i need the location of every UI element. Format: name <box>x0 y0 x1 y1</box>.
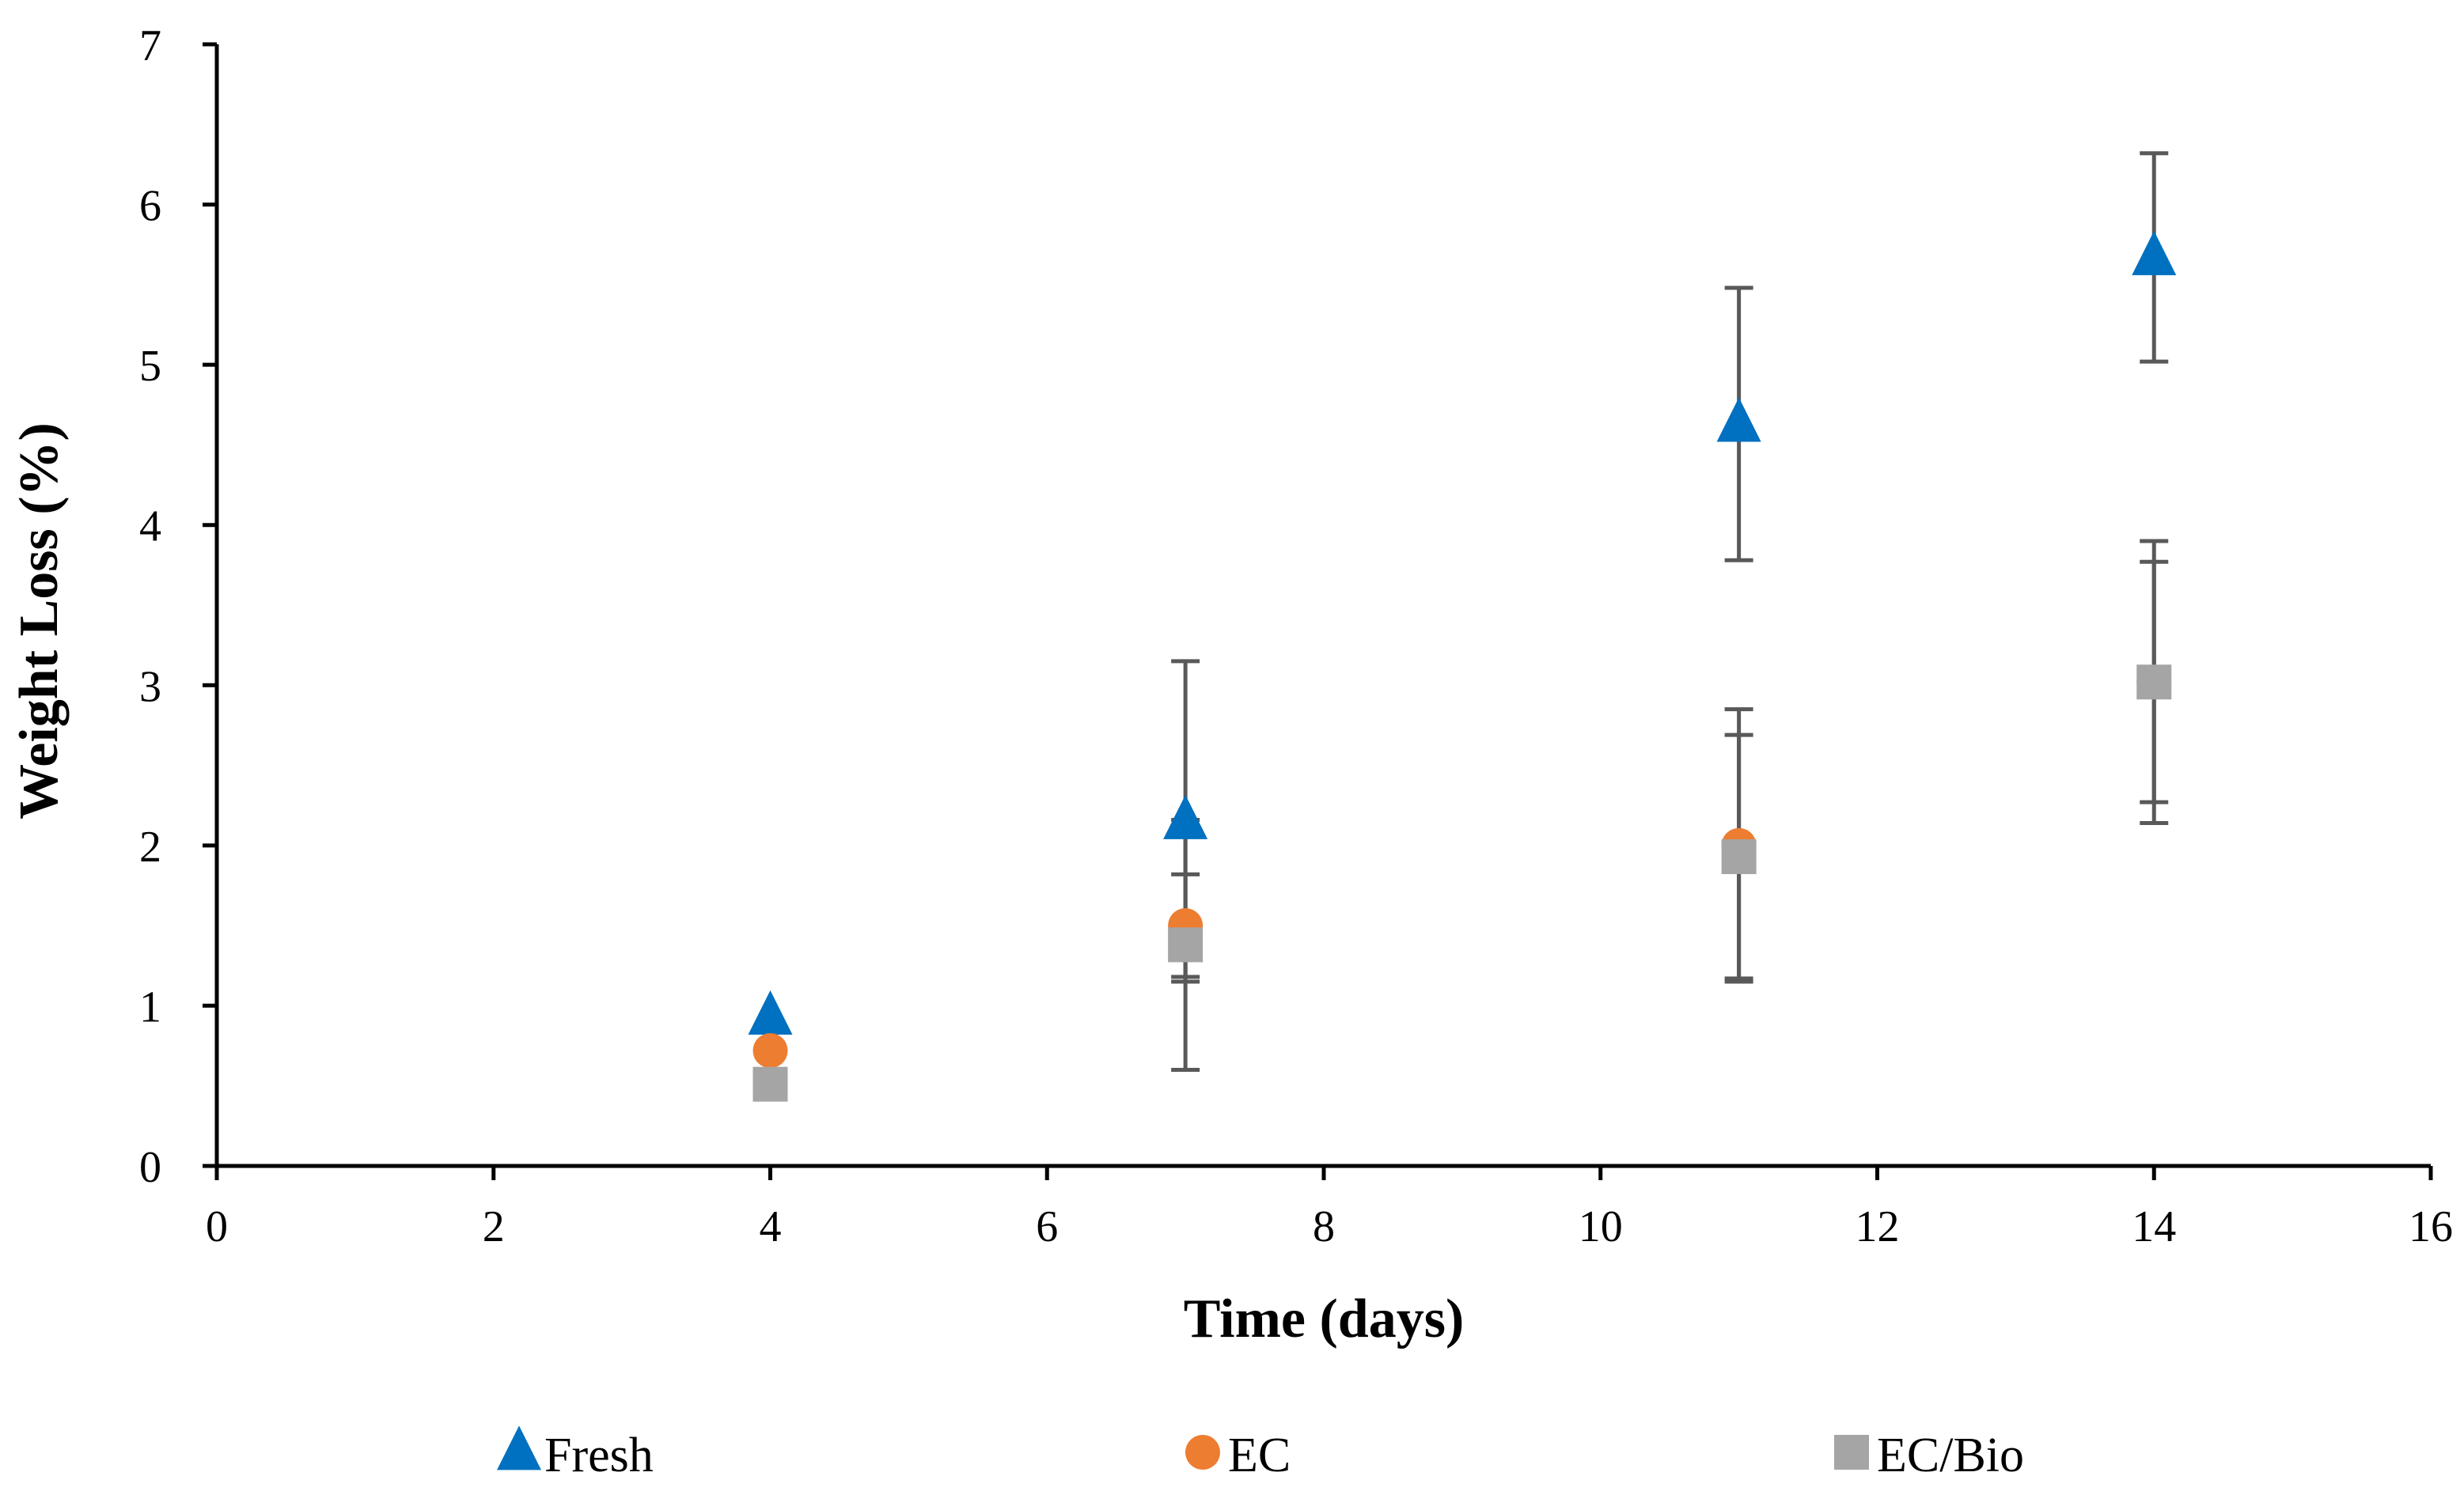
y-axis-title: Weight Loss (%) <box>9 422 70 819</box>
x-tick-label: 6 <box>1036 1202 1058 1251</box>
x-axis-title: Time (days) <box>1184 1289 1465 1349</box>
axes <box>203 42 2433 1180</box>
x-tick-label: 10 <box>1579 1202 1623 1251</box>
data-markers <box>748 230 2177 1102</box>
y-tick-label: 3 <box>139 662 161 711</box>
ec-bio-data-point <box>1721 839 1757 875</box>
fresh-data-point <box>748 990 793 1035</box>
fresh-data-point <box>1716 397 1761 442</box>
y-tick-label: 0 <box>139 1143 161 1192</box>
ec-bio-data-point <box>752 1066 788 1102</box>
ec-bio-data-point <box>1168 927 1204 963</box>
legend-fresh-marker <box>497 1425 541 1470</box>
y-tick-label: 1 <box>139 982 161 1031</box>
x-tick-label: 0 <box>206 1202 228 1251</box>
legend-ec-marker <box>1185 1435 1220 1470</box>
x-tick-label: 4 <box>760 1202 782 1251</box>
x-tick-label: 8 <box>1313 1202 1335 1251</box>
x-tick-label: 2 <box>483 1202 505 1251</box>
y-tick-label: 4 <box>139 502 161 551</box>
y-tick-label: 2 <box>139 823 161 872</box>
fresh-data-point <box>1163 794 1208 839</box>
ec-data-point <box>752 1033 788 1069</box>
legend-ec-bio-label: EC/Bio <box>1877 1429 2024 1482</box>
x-tick-label: 16 <box>2409 1202 2453 1251</box>
legend-fresh-label: Fresh <box>544 1429 654 1482</box>
y-tick-label: 5 <box>139 342 161 391</box>
legend: Fresh EC EC/Bio <box>497 1425 2024 1482</box>
ec-bio-data-point <box>2136 664 2172 700</box>
y-tick-label: 7 <box>139 21 161 70</box>
error-bars <box>1171 151 2169 1072</box>
legend-ec-label: EC <box>1228 1429 1291 1482</box>
legend-ec-bio-marker <box>1834 1435 1869 1470</box>
x-tick-label: 12 <box>1856 1202 1900 1251</box>
fresh-data-point <box>2132 230 2177 275</box>
x-tick-label: 14 <box>2132 1202 2176 1251</box>
y-tick-label: 6 <box>139 182 161 231</box>
